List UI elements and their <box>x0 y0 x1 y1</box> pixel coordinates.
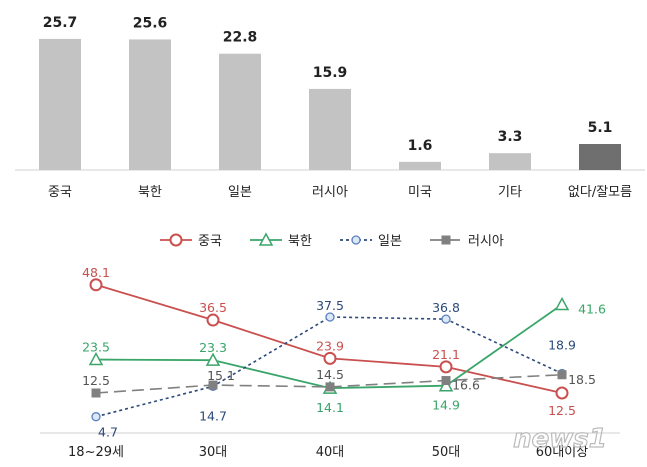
data-label: 48.1 <box>82 265 110 280</box>
bar-category-label: 러시아 <box>312 185 348 200</box>
bar-1 <box>129 39 171 170</box>
bar-value-label: 25.7 <box>43 15 78 31</box>
bar-value-label: 1.6 <box>408 138 433 154</box>
data-label: 15.1 <box>207 368 235 383</box>
bar-category-label: 기타 <box>498 185 522 200</box>
square-marker <box>208 380 218 390</box>
circle-marker <box>441 314 451 324</box>
bar-category-label: 일본 <box>228 185 252 200</box>
data-label: 14.7 <box>199 408 227 423</box>
bar-3 <box>309 88 351 170</box>
x-tick-label: 50대 <box>432 445 461 460</box>
series-line-일본 <box>95 316 563 418</box>
legend-label: 중국 <box>198 234 222 249</box>
bar-category-label: 없다/잘모름 <box>568 185 632 200</box>
circle-marker <box>323 351 337 365</box>
square-marker <box>91 388 101 398</box>
bar-4 <box>399 161 441 170</box>
x-tick-label: 30대 <box>199 445 228 460</box>
bar-5 <box>489 153 531 170</box>
data-label: 18.9 <box>548 338 576 353</box>
data-label: 4.7 <box>98 425 118 440</box>
data-label: 36.5 <box>199 300 227 315</box>
data-label: 23.3 <box>199 340 227 355</box>
data-label: 21.1 <box>432 347 460 362</box>
data-label: 14.9 <box>432 398 460 413</box>
circle-marker <box>555 386 569 400</box>
data-label: 12.5 <box>548 403 576 418</box>
square-marker <box>441 235 451 245</box>
triangle-marker <box>205 352 221 366</box>
bar-2 <box>219 53 261 170</box>
bar-category-label: 미국 <box>408 185 432 200</box>
triangle-marker <box>88 351 104 366</box>
data-label: 16.6 <box>452 378 480 393</box>
circle-marker <box>439 360 453 374</box>
bar-category-label: 북한 <box>138 185 162 200</box>
x-tick-label: 40대 <box>316 445 345 460</box>
data-label: 14.5 <box>316 367 344 382</box>
square-marker <box>557 370 567 380</box>
legend-label: 북한 <box>288 234 312 249</box>
circle-marker <box>89 278 103 292</box>
data-label: 12.5 <box>82 373 110 388</box>
circle-marker <box>206 313 220 327</box>
square-marker <box>441 376 451 386</box>
circle-marker <box>351 235 361 245</box>
data-label: 23.5 <box>82 340 110 355</box>
circle-marker <box>169 233 183 247</box>
triangle-marker <box>438 378 454 392</box>
triangle-marker <box>554 296 570 311</box>
x-tick-label: 60대이상 <box>536 445 588 460</box>
bar-value-label: 22.8 <box>223 30 258 46</box>
data-label: 37.5 <box>316 298 344 313</box>
circle-marker <box>325 312 335 322</box>
data-label: 36.8 <box>432 300 460 315</box>
bar-value-label: 25.6 <box>133 15 168 31</box>
watermark-logo: news1 <box>513 424 607 454</box>
x-tick-label: 18~29세 <box>68 445 124 460</box>
bar-0 <box>39 38 81 171</box>
circle-marker <box>91 412 101 422</box>
bar-category-label: 중국 <box>48 185 72 200</box>
square-marker <box>325 382 335 392</box>
data-label: 14.1 <box>316 400 344 415</box>
bar-6 <box>579 143 621 170</box>
legend-label: 러시아 <box>468 234 504 249</box>
data-label: 41.6 <box>578 302 606 317</box>
legend-label: 일본 <box>378 234 402 249</box>
data-label: 18.5 <box>568 372 596 387</box>
bar-value-label: 15.9 <box>313 65 348 81</box>
data-label: 23.9 <box>316 338 344 353</box>
triangle-marker <box>258 232 274 246</box>
bar-value-label: 5.1 <box>588 120 613 136</box>
bar-value-label: 3.3 <box>498 129 523 145</box>
